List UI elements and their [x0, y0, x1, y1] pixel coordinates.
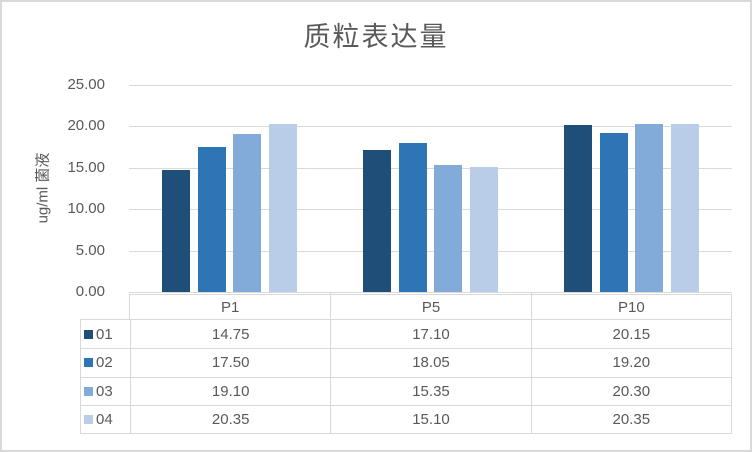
- bar-02-P5: [398, 142, 427, 292]
- bar-04-P1: [269, 123, 298, 292]
- table-header-cell-P5: P5: [330, 295, 530, 319]
- table-cell-04-P5: 15.10: [330, 404, 531, 433]
- y-tick-label: 10.00: [67, 200, 105, 218]
- y-tick-label: 25.00: [67, 76, 105, 93]
- y-tick-label: 20.00: [67, 117, 105, 135]
- gridline: [129, 126, 732, 128]
- bar-04-P10: [671, 123, 700, 292]
- legend-key-icon: [84, 329, 93, 339]
- bar-01-P5: [362, 150, 391, 292]
- table-cell-01-P5: 17.10: [330, 320, 530, 349]
- table-cell-02-P1: 17.50: [130, 348, 331, 377]
- y-tick-label: 0.00: [75, 283, 105, 300]
- bar-02-P10: [599, 133, 628, 292]
- gridline: [129, 292, 732, 293]
- table-cell-02-P5: 18.05: [330, 348, 531, 377]
- bar-03-P5: [434, 164, 463, 292]
- table-cell-01-P1: 14.75: [130, 320, 330, 349]
- legend-key-icon: [84, 358, 93, 368]
- table-series-label-03: 03: [81, 376, 130, 405]
- table-series-label-01: 01: [81, 320, 130, 348]
- data-table-body: 01 14.75 17.10 20.15 02 17.50 18.05 19.20 03 19.1…: [80, 319, 732, 434]
- table-cell-03-P5: 15.35: [330, 376, 531, 405]
- bar-01-P1: [161, 169, 190, 292]
- gridline: [129, 167, 732, 169]
- table-header-cell-P10: P10: [530, 295, 731, 319]
- table-series-label-02: 02: [81, 348, 130, 376]
- table-cell-04-P10: 20.35: [530, 404, 731, 433]
- series-name: 04: [96, 410, 113, 428]
- series-name: 02: [96, 354, 113, 372]
- bar-01-P10: [563, 125, 592, 292]
- table-series-label-04: 04: [81, 404, 130, 433]
- table-header-cell-P1: P1: [220, 298, 240, 316]
- series-name: 03: [96, 382, 113, 400]
- gridline: [129, 209, 732, 211]
- table-cell-01-P10: 20.15: [530, 320, 731, 349]
- bar-03-P1: [233, 133, 262, 292]
- bar-02-P1: [197, 147, 226, 292]
- gridline: [129, 85, 732, 86]
- table-cell-03-P1: 19.10: [130, 376, 331, 405]
- y-tick-label: 5.00: [75, 241, 105, 259]
- y-tick-label: 15.00: [67, 158, 105, 176]
- gridline: [129, 250, 732, 252]
- bar-04-P5: [470, 166, 499, 292]
- bar-03-P10: [635, 123, 664, 292]
- chart-title: 质粒表达量: [303, 22, 449, 52]
- series-name: 01: [96, 325, 113, 343]
- data-table-header: P1 P5 P10: [129, 294, 732, 320]
- table-cell-02-P10: 19.20: [530, 348, 731, 377]
- table-cell-03-P10: 20.30: [530, 376, 731, 405]
- legend-key-icon: [84, 414, 93, 424]
- legend-key-icon: [84, 386, 93, 396]
- table-cell-04-P1: 20.35: [130, 404, 331, 433]
